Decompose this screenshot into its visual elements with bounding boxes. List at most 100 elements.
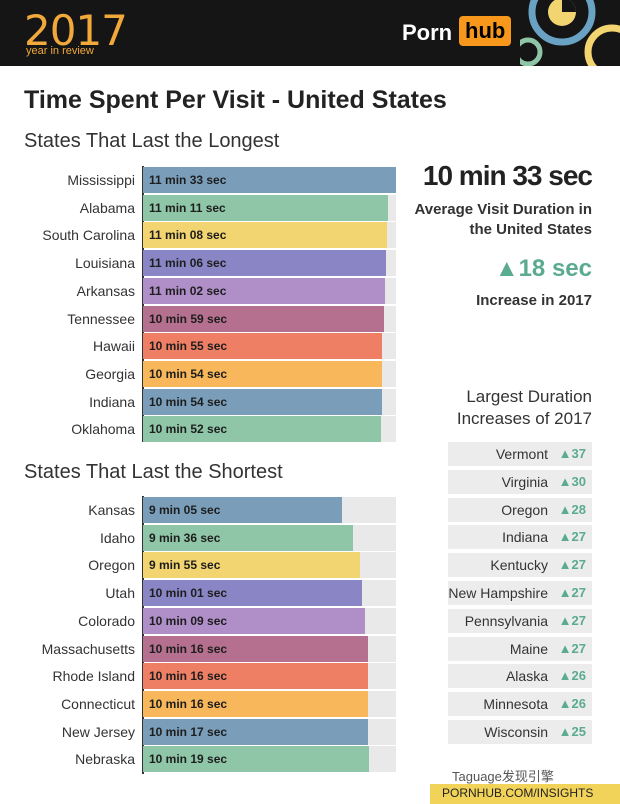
bar-row: Connecticut 10 min 16 sec bbox=[0, 690, 400, 717]
increase-state-label: Wisconsin bbox=[484, 724, 548, 740]
increase-value-label: ▲26 bbox=[558, 668, 586, 684]
bar-category-label: Massachusetts bbox=[41, 640, 135, 657]
bar bbox=[143, 746, 369, 773]
bar-category-label: Kansas bbox=[88, 502, 135, 518]
page-title: Time Spent Per Visit - United States bbox=[24, 86, 447, 114]
bar-value-label: 11 min 33 sec bbox=[149, 173, 227, 187]
bar-category-label: Colorado bbox=[78, 612, 135, 629]
bar-value-label: 10 min 54 sec bbox=[149, 366, 228, 381]
bar-category-label: Hawaii bbox=[92, 338, 135, 355]
bar bbox=[143, 250, 387, 277]
bar-value-label: 10 min 09 sec bbox=[149, 613, 228, 628]
bar-category-label: Mississippi bbox=[67, 172, 135, 188]
year-subtitle: year in review bbox=[26, 45, 94, 57]
increase-state-label: Maine bbox=[509, 640, 548, 657]
bar bbox=[143, 305, 384, 332]
increase-value-label: ▲27 bbox=[558, 529, 586, 545]
increase-state-label: Oregon bbox=[501, 501, 548, 518]
bar-row: Mississippi 11 min 33 sec bbox=[0, 167, 400, 193]
increase-value-label: ▲26 bbox=[558, 696, 586, 712]
bar-value-label: 11 min 02 sec bbox=[149, 283, 227, 298]
increase-state-label: Vermont bbox=[495, 446, 548, 462]
increase-value-label: ▲25 bbox=[558, 724, 586, 739]
bar-value-label: 10 min 16 sec bbox=[149, 669, 228, 684]
bar-category-label: Utah bbox=[105, 585, 135, 602]
bar-category-label: Nebraska bbox=[75, 751, 135, 768]
increase-row: Indiana ▲27 bbox=[448, 525, 592, 550]
bar-value-label: 10 min 54 sec bbox=[149, 394, 228, 409]
bar bbox=[143, 497, 342, 523]
bar-category-label: Oregon bbox=[88, 557, 135, 574]
bar-value-label: 10 min 55 sec bbox=[149, 339, 228, 354]
bar bbox=[143, 360, 382, 387]
increase-state-label: New Hampshire bbox=[448, 585, 548, 601]
bar-value-label: 10 min 19 sec bbox=[149, 752, 228, 767]
bar-value-label: 10 min 52 sec bbox=[149, 422, 228, 437]
watermark-text: Taguage发现引擎 bbox=[452, 769, 554, 784]
increase-row: Oregon ▲28 bbox=[448, 497, 592, 522]
increase-value-label: ▲27 bbox=[558, 557, 586, 573]
bar bbox=[143, 607, 366, 634]
increase-value-label: ▲28 bbox=[558, 501, 586, 517]
largest-increases-title: Largest Duration Increases of 2017 bbox=[456, 387, 592, 428]
bar-row: New Jersey 10 min 17 sec bbox=[0, 718, 400, 745]
bar bbox=[143, 388, 382, 415]
bar-category-label: Oklahoma bbox=[71, 421, 135, 438]
bar-value-label: 10 min 59 sec bbox=[149, 311, 228, 326]
increase-row: Maine ▲27 bbox=[448, 636, 592, 661]
bar-value-label: 10 min 01 sec bbox=[149, 586, 228, 601]
increase-row: New Hampshire ▲27 bbox=[448, 581, 592, 605]
increase-state-label: Pennsylvania bbox=[464, 612, 548, 629]
bar bbox=[143, 333, 383, 360]
bar-value-label: 10 min 17 sec bbox=[149, 724, 228, 739]
bar bbox=[143, 194, 388, 221]
bar-category-label: Tennessee bbox=[67, 310, 135, 327]
increase-value: ▲18 sec bbox=[494, 255, 592, 282]
increase-row: Kentucky ▲27 bbox=[448, 553, 592, 578]
bar-value-label: 9 min 55 sec bbox=[149, 558, 221, 573]
increase-state-label: Indiana bbox=[502, 529, 548, 546]
bar bbox=[143, 222, 387, 249]
bar bbox=[143, 524, 354, 551]
bar-row: Rhode Island 10 min 16 sec bbox=[0, 663, 400, 690]
bar-category-label: Georgia bbox=[85, 365, 135, 382]
bar-value-label: 9 min 05 sec bbox=[149, 503, 221, 517]
increase-row: Alaska ▲26 bbox=[448, 664, 592, 689]
increase-row: Wisconsin ▲25 bbox=[448, 720, 592, 744]
bar-row: Arkansas 11 min 02 sec bbox=[0, 277, 400, 304]
bar bbox=[143, 690, 368, 717]
shortest-axis-line bbox=[142, 496, 144, 774]
bar-row: Alabama 11 min 11 sec bbox=[0, 194, 400, 221]
decorative-circles-icon bbox=[520, 0, 620, 66]
bar bbox=[143, 416, 382, 443]
shortest-section-title: States That Last the Shortest bbox=[24, 461, 283, 483]
increase-row: Minnesota ▲26 bbox=[448, 692, 592, 717]
bar-category-label: Louisiana bbox=[75, 255, 135, 272]
average-duration-value: 10 min 33 sec bbox=[422, 160, 593, 191]
increase-value-label: ▲27 bbox=[558, 640, 586, 656]
bar-value-label: 11 min 06 sec bbox=[149, 256, 227, 271]
increase-row: Virginia ▲30 bbox=[448, 469, 592, 494]
footer-url: PORNHUB.COM/INSIGHTS bbox=[442, 786, 594, 800]
bar-value-label: 10 min 16 sec bbox=[149, 696, 228, 711]
bar-row: Kansas 9 min 05 sec bbox=[0, 497, 400, 523]
bar-row: Indiana 10 min 54 sec bbox=[0, 388, 400, 415]
increase-state-label: Virginia bbox=[501, 473, 548, 490]
bar-row: Tennessee 10 min 59 sec bbox=[0, 305, 400, 332]
increase-row: Pennsylvania ▲27 bbox=[448, 608, 592, 633]
bar-row: Oklahoma 10 min 52 sec bbox=[0, 416, 400, 443]
bar-category-label: Indiana bbox=[89, 393, 135, 410]
increase-row: Vermont ▲37 bbox=[448, 442, 592, 466]
logo-text-hub: hub bbox=[459, 16, 512, 46]
bar-category-label: Connecticut bbox=[61, 695, 135, 712]
bar-category-label: Rhode Island bbox=[52, 668, 135, 685]
bar bbox=[143, 663, 368, 690]
bar-row: Georgia 10 min 54 sec bbox=[0, 360, 400, 387]
bar bbox=[143, 718, 369, 745]
longest-axis-line bbox=[142, 166, 144, 442]
bar-row: Oregon 9 min 55 sec bbox=[0, 552, 400, 579]
year-title: 2017 bbox=[24, 6, 128, 55]
increase-state-label: Minnesota bbox=[483, 696, 548, 713]
bar-row: Idaho 9 min 36 sec bbox=[0, 524, 400, 551]
increase-state-label: Kentucky bbox=[490, 557, 548, 574]
